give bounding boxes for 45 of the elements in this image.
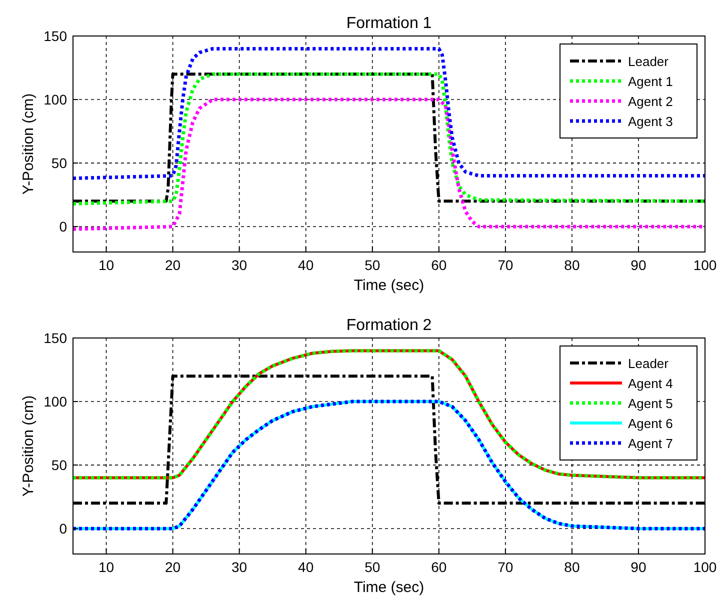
x-axis-title: Time (sec) [354, 579, 424, 596]
y-tick-label: 150 [44, 330, 68, 346]
x-tick-label: 100 [693, 257, 717, 273]
x-tick-label: 60 [431, 559, 447, 575]
y-tick-label: 50 [51, 457, 68, 474]
y-tick-label: 150 [44, 28, 68, 44]
x-tick-label: 80 [564, 257, 580, 273]
x-tick-label: 100 [693, 559, 717, 575]
x-axis-title: Time (sec) [354, 277, 424, 294]
x-tick-label: 20 [165, 559, 181, 575]
y-tick-label: 100 [44, 92, 68, 108]
x-tick-label: 90 [630, 559, 646, 575]
x-tick-label: 10 [98, 257, 114, 273]
y-axis-title: Y-Position (cm) [20, 395, 37, 497]
x-tick-label: 50 [364, 257, 380, 273]
legend-label: Leader [628, 54, 670, 69]
x-tick-label: 90 [630, 257, 646, 273]
x-tick-label: 40 [298, 257, 314, 273]
legend-label: Agent 6 [628, 416, 673, 431]
chart-title: Formation 1 [346, 15, 432, 32]
y-tick-label: 100 [44, 394, 68, 410]
legend-label: Leader [628, 356, 670, 371]
legend-label: Agent 4 [628, 376, 673, 391]
x-tick-label: 60 [431, 257, 447, 273]
legend-label: Agent 1 [628, 74, 673, 89]
x-tick-label: 70 [498, 257, 514, 273]
x-tick-label: 50 [364, 559, 380, 575]
y-tick-label: 0 [59, 520, 68, 537]
legend-label: Agent 7 [628, 436, 673, 451]
line-series [73, 98, 705, 231]
legend-label: Agent 2 [628, 94, 673, 109]
x-tick-label: 80 [564, 559, 580, 575]
chart-title: Formation 2 [346, 317, 432, 334]
x-tick-label: 40 [298, 559, 314, 575]
y-tick-label: 0 [59, 218, 68, 235]
y-axis-title: Y-Position (cm) [20, 93, 37, 195]
y-tick-label: 50 [51, 155, 68, 172]
x-tick-label: 20 [165, 257, 181, 273]
x-tick-label: 30 [232, 559, 248, 575]
x-tick-label: 10 [98, 559, 114, 575]
legend-label: Agent 3 [628, 114, 673, 129]
legend-label: Agent 5 [628, 396, 673, 411]
x-tick-label: 30 [232, 257, 248, 273]
line-series [73, 46, 705, 180]
x-tick-label: 70 [498, 559, 514, 575]
